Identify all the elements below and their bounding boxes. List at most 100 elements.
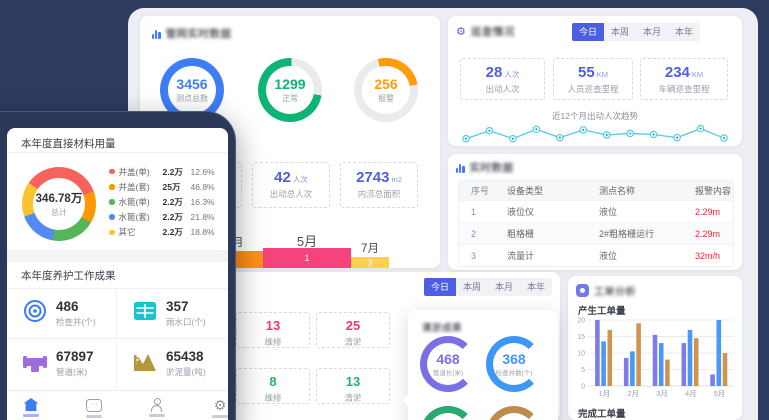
stat-box: 234 KM 车辆巡查里程 bbox=[640, 58, 728, 100]
pipe-realtime-card: 管网实时数据 3456 测点总数 1299 正常 256 报警 42 人次 出动总人次 2743… bbox=[140, 16, 440, 268]
month-rank-bar: 1 bbox=[263, 248, 351, 268]
workorder-bar-chart: 0 5 10 15 20 1月 2月 3月 4月 5月 bbox=[577, 318, 734, 398]
table-cell: 3 bbox=[471, 250, 477, 261]
tab-本年[interactable]: 本年 bbox=[519, 278, 552, 296]
svg-text:15: 15 bbox=[577, 334, 585, 341]
legend-dot bbox=[109, 229, 115, 236]
legend-item: 其它 2.2万 18.8% bbox=[109, 225, 225, 240]
card-title: 管网实时数据 bbox=[165, 28, 232, 40]
stat-unit: KM bbox=[691, 70, 704, 79]
maintenance-value: 486 bbox=[56, 298, 79, 314]
svg-text:5月: 5月 bbox=[714, 389, 726, 398]
legend-dot bbox=[109, 168, 115, 175]
material-panel-title: 本年度直接材料用量 bbox=[21, 138, 116, 150]
donut-total-value: 346.78万 bbox=[35, 193, 83, 205]
ring-value: 1299 bbox=[274, 75, 306, 92]
gauge-label: 管道长(米) bbox=[432, 369, 464, 377]
patrol-card: ⚙ 巡查情况 今日 本周 本月 本年 28 人次 出动人次 55 KM 人员巡查里程 234 KM 车… bbox=[448, 16, 742, 146]
donut-ring: 256 报警 bbox=[354, 58, 418, 122]
nav-item[interactable] bbox=[19, 398, 43, 417]
stat-box: 28 人次 出动人次 bbox=[460, 58, 545, 100]
patrol-period-tabs: 今日 本周 本月 本年 bbox=[571, 23, 700, 41]
stat-label: 清淤 bbox=[344, 337, 362, 347]
realtime-table-card: 实时数据 序号 设备类型 测点名称 报警内容 1 液位仪 液位 2.29m 2 粗格栅 2#粗格栅运… bbox=[448, 154, 742, 270]
tab-今日[interactable]: 今日 bbox=[571, 23, 604, 41]
nav-label-stub bbox=[23, 414, 39, 417]
nav-item[interactable]: ··· bbox=[82, 398, 106, 418]
tab-今日[interactable]: 今日 bbox=[423, 278, 456, 296]
stat-unit: 人次 bbox=[292, 175, 308, 184]
month-rank-bar: 3 bbox=[351, 257, 389, 268]
material-donut-chart: 346.78万 总计 bbox=[22, 167, 96, 241]
workorder-card: 工单分析 产生工单量 0 5 10 15 20 1月 2月 3月 4月 5月 完成工单量 bbox=[568, 276, 742, 420]
stat-value: 55 bbox=[578, 64, 595, 81]
legend-percent: 18.8% bbox=[190, 227, 215, 238]
legend-value: 2.2万 bbox=[162, 196, 183, 207]
stat-unit: 人次 bbox=[504, 70, 520, 79]
stat-label: 清淤 bbox=[344, 393, 362, 403]
divider bbox=[7, 152, 228, 153]
drain-grate-icon bbox=[133, 299, 157, 328]
ring-label: 测点总数 bbox=[176, 93, 208, 103]
gauge-center bbox=[493, 413, 535, 420]
gauge-ring: 468 管道长(米) bbox=[420, 336, 476, 392]
legend-item: 水篦(单) 2.2万 16.3% bbox=[109, 194, 225, 209]
tab-本月[interactable]: 本月 bbox=[487, 278, 520, 296]
gear-icon: ⚙ bbox=[213, 397, 227, 413]
svg-text:2月: 2月 bbox=[627, 389, 639, 398]
maintenance-label: 淤泥量(吨) bbox=[166, 367, 206, 377]
stat-box: 8 维修 bbox=[236, 368, 310, 404]
stat-value: 2743 bbox=[356, 169, 390, 186]
legend-name: 井盖(套) bbox=[118, 181, 150, 192]
popup-title: 清淤成果 bbox=[422, 323, 463, 334]
legend-value: 2.2万 bbox=[162, 212, 183, 223]
gauge-ring bbox=[420, 406, 476, 420]
chart-subtitle: 产生工单量 bbox=[578, 306, 626, 317]
legend-percent: 21.8% bbox=[190, 212, 215, 223]
maintenance-stat: 65438 淤泥量(吨) bbox=[117, 339, 227, 389]
legend-dot bbox=[109, 199, 115, 205]
gauge-center: 368 检查井数(个) bbox=[493, 343, 535, 385]
table-header-row: 序号 设备类型 测点名称 报警内容 bbox=[459, 181, 733, 200]
user-icon bbox=[145, 398, 169, 412]
gauge-value: 368 bbox=[502, 350, 526, 367]
chart-subtitle: 完成工单量 bbox=[578, 409, 626, 420]
table-cell: 2.29m bbox=[695, 228, 721, 239]
trend-line-chart bbox=[462, 124, 728, 143]
legend-item: 水篦(套) 2.2万 21.8% bbox=[109, 210, 225, 225]
stat-value: 13 bbox=[265, 318, 281, 333]
tab-本周[interactable]: 本周 bbox=[455, 278, 488, 296]
maintenance-label: 检查井(个) bbox=[56, 316, 96, 327]
maintenance-stat: 486 检查井(个) bbox=[7, 289, 117, 339]
stat-unit: KM bbox=[596, 70, 608, 79]
stat-label: 人员巡查里程 bbox=[567, 84, 619, 94]
stat-value: 234 bbox=[664, 64, 690, 81]
maintenance-value: 357 bbox=[166, 298, 189, 314]
ring-label: 正常 bbox=[282, 93, 298, 103]
stat-label: 内涝总面积 bbox=[357, 189, 401, 199]
legend-dot bbox=[109, 214, 115, 220]
stat-value: 8 bbox=[269, 374, 277, 389]
legend-name: 水篦(套) bbox=[118, 212, 150, 223]
ring-label: 报警 bbox=[378, 93, 394, 103]
stat-label: 维修 bbox=[264, 337, 282, 347]
tab-本月[interactable]: 本月 bbox=[635, 23, 668, 41]
workorder-icon bbox=[576, 284, 589, 297]
ring-center: 1299 正常 bbox=[266, 66, 314, 114]
tab-本年[interactable]: 本年 bbox=[667, 23, 700, 41]
tab-本周[interactable]: 本周 bbox=[603, 23, 636, 41]
gauge-center: 468 管道长(米) bbox=[427, 343, 469, 385]
nav-item[interactable]: ⚙ bbox=[208, 398, 228, 418]
table-cell: 液位 bbox=[599, 207, 618, 217]
svg-text:10: 10 bbox=[577, 351, 585, 358]
legend-percent: 46.8% bbox=[190, 181, 215, 192]
ring-value: 256 bbox=[374, 75, 398, 92]
svg-text:1月: 1月 bbox=[599, 389, 611, 398]
maintenance-label: 雨水口(个) bbox=[166, 316, 206, 327]
nav-item[interactable] bbox=[145, 398, 169, 417]
stat-box: 42 人次 出动总人次 bbox=[252, 162, 330, 208]
stat-label: 维修 bbox=[264, 393, 282, 403]
chat-icon: ··· bbox=[82, 399, 106, 412]
stat-label: 出动人次 bbox=[485, 84, 520, 94]
